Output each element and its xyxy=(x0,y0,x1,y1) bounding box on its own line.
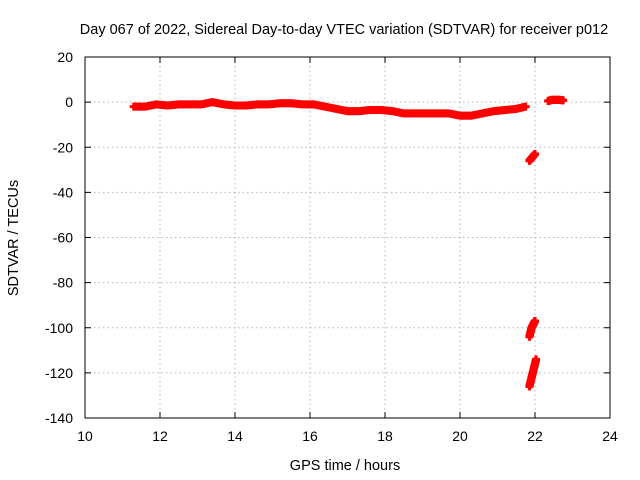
y-tick-label: -120 xyxy=(45,365,73,381)
x-axis-label: GPS time / hours xyxy=(290,458,400,474)
series-late-segment xyxy=(544,95,568,105)
y-tick-label: 20 xyxy=(57,49,73,65)
plot-frame xyxy=(84,56,611,419)
grid-lines xyxy=(85,57,610,418)
x-tick-label: 22 xyxy=(527,428,543,444)
data-points xyxy=(129,95,568,391)
chart-title: Day 067 of 2022, Sidereal Day-to-day VTE… xyxy=(80,22,608,38)
series-outliers-near--24 xyxy=(525,150,539,165)
y-tick-label: -140 xyxy=(45,410,73,426)
x-tick-label: 24 xyxy=(602,428,618,444)
y-tick-label: -100 xyxy=(45,320,73,336)
axis-ticks: 10 12 14 16 18 20 22 24 -140 -120 -100 -80 -60 -40 -20… xyxy=(45,49,618,444)
y-axis-label: SDTVAR / TECUs xyxy=(6,180,22,296)
y-tick-label: -40 xyxy=(53,184,73,200)
y-tick-label: -80 xyxy=(53,275,73,291)
y-tick-label: -20 xyxy=(53,139,73,155)
x-tick-label: 20 xyxy=(452,428,468,444)
y-tick-label: 0 xyxy=(65,94,73,110)
series-outliers-near--100 xyxy=(525,316,539,341)
series-main-trace xyxy=(129,98,530,120)
x-tick-label: 10 xyxy=(77,428,93,444)
x-tick-label: 16 xyxy=(302,428,318,444)
series-outliers-near--120 xyxy=(525,355,541,391)
x-tick-label: 14 xyxy=(227,428,243,444)
x-tick-label: 12 xyxy=(152,428,168,444)
y-tick-label: -60 xyxy=(53,230,73,246)
x-tick-label: 18 xyxy=(377,428,393,444)
